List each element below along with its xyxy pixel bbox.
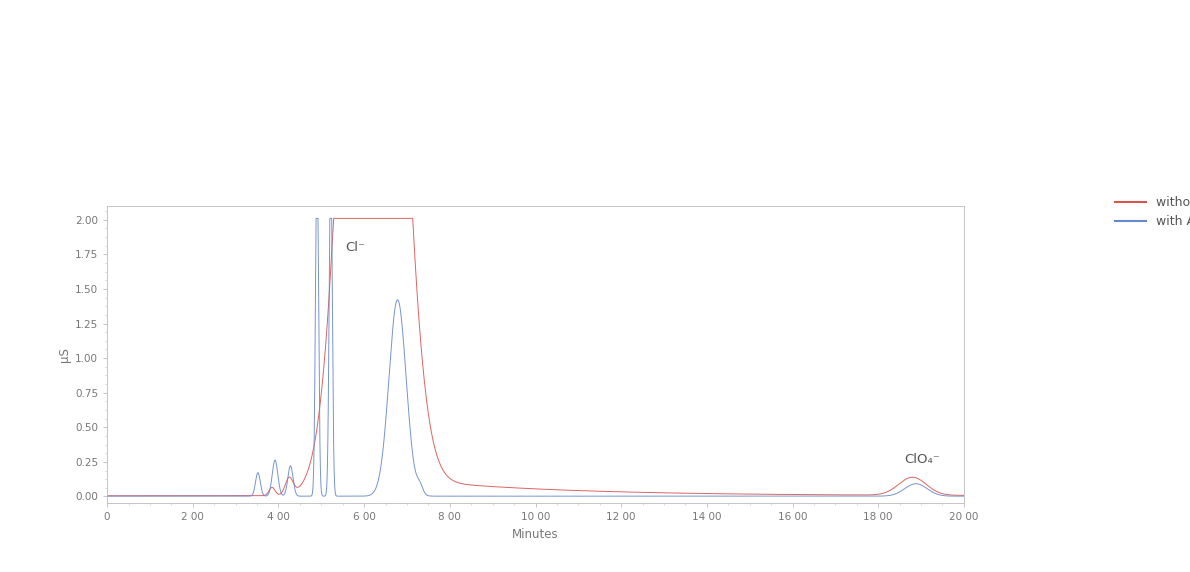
Text: ClO₄⁻: ClO₄⁻ [904, 452, 940, 466]
X-axis label: Minutes: Minutes [512, 528, 559, 541]
Y-axis label: µS: µS [57, 347, 70, 362]
Legend: without Ag cartridge, with Ag cartridge: without Ag cartridge, with Ag cartridge [1110, 191, 1190, 233]
Text: Cl⁻: Cl⁻ [345, 241, 365, 254]
